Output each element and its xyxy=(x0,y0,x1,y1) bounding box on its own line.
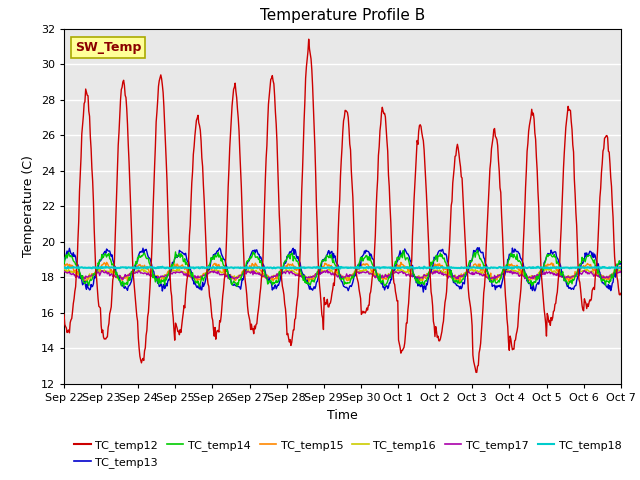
Line: TC_temp16: TC_temp16 xyxy=(64,269,621,280)
TC_temp12 xyxy=(428,289,435,295)
TC_temp13 xyxy=(410,272,418,277)
TC_temp12 xyxy=(473,370,481,375)
TC_temp17 xyxy=(70,272,78,278)
TC_temp18 xyxy=(159,264,166,269)
TC_temp15 xyxy=(428,264,435,270)
TC_temp15 xyxy=(411,274,419,279)
TC_temp13 xyxy=(70,254,78,260)
TC_temp14 xyxy=(196,284,204,289)
TC_temp15 xyxy=(70,269,78,275)
Line: TC_temp14: TC_temp14 xyxy=(64,250,621,287)
TC_temp16 xyxy=(410,273,418,279)
TC_temp17 xyxy=(323,267,331,273)
TC_temp12 xyxy=(70,296,78,301)
TC_temp14 xyxy=(474,247,481,253)
TC_temp17 xyxy=(428,269,436,275)
Line: TC_temp18: TC_temp18 xyxy=(64,266,621,269)
TC_temp13 xyxy=(184,259,192,265)
TC_temp14 xyxy=(70,259,78,264)
TC_temp14 xyxy=(127,269,135,275)
TC_temp12 xyxy=(411,182,419,188)
TC_temp18 xyxy=(412,265,419,271)
TC_temp13 xyxy=(617,259,625,264)
TC_temp16 xyxy=(417,277,425,283)
Line: TC_temp13: TC_temp13 xyxy=(64,248,621,292)
TC_temp14 xyxy=(60,261,68,267)
X-axis label: Time: Time xyxy=(327,408,358,421)
TC_temp14 xyxy=(214,250,222,255)
Y-axis label: Temperature (C): Temperature (C) xyxy=(22,156,35,257)
TC_temp13 xyxy=(60,259,68,265)
TC_temp16 xyxy=(617,267,625,273)
TC_temp13 xyxy=(127,278,135,284)
TC_temp15 xyxy=(397,260,404,265)
TC_temp14 xyxy=(411,275,419,280)
TC_temp14 xyxy=(428,259,435,265)
TC_temp18 xyxy=(185,265,193,271)
TC_temp15 xyxy=(617,264,625,269)
TC_temp14 xyxy=(617,259,625,265)
TC_temp12 xyxy=(305,36,312,42)
TC_temp18 xyxy=(60,265,68,271)
TC_temp15 xyxy=(456,280,463,286)
TC_temp16 xyxy=(428,271,435,276)
TC_temp12 xyxy=(214,328,221,334)
Line: TC_temp12: TC_temp12 xyxy=(64,39,621,372)
TC_temp17 xyxy=(617,268,625,274)
TC_temp17 xyxy=(214,268,222,274)
Line: TC_temp17: TC_temp17 xyxy=(64,270,621,280)
Text: SW_Temp: SW_Temp xyxy=(75,41,141,54)
TC_temp16 xyxy=(214,268,221,274)
TC_temp14 xyxy=(184,263,192,269)
TC_temp13 xyxy=(428,269,435,275)
TC_temp16 xyxy=(70,269,78,275)
TC_temp16 xyxy=(542,266,550,272)
TC_temp15 xyxy=(214,264,221,270)
TC_temp15 xyxy=(127,270,135,276)
Title: Temperature Profile B: Temperature Profile B xyxy=(260,9,425,24)
TC_temp18 xyxy=(70,264,78,270)
TC_temp15 xyxy=(184,270,192,276)
TC_temp18 xyxy=(260,266,268,272)
TC_temp16 xyxy=(127,272,135,278)
TC_temp16 xyxy=(184,271,192,277)
Legend: TC_temp12, TC_temp13, TC_temp14, TC_temp15, TC_temp16, TC_temp17, TC_temp18: TC_temp12, TC_temp13, TC_temp14, TC_temp… xyxy=(70,436,626,472)
TC_temp18 xyxy=(127,264,135,270)
Line: TC_temp15: TC_temp15 xyxy=(64,263,621,283)
TC_temp17 xyxy=(119,277,127,283)
TC_temp17 xyxy=(128,270,136,276)
TC_temp17 xyxy=(60,269,68,275)
TC_temp16 xyxy=(60,266,68,272)
TC_temp17 xyxy=(185,272,193,277)
TC_temp13 xyxy=(474,245,481,251)
TC_temp13 xyxy=(214,248,221,254)
TC_temp12 xyxy=(184,273,192,278)
TC_temp12 xyxy=(617,290,625,296)
TC_temp15 xyxy=(60,262,68,267)
TC_temp17 xyxy=(412,275,419,281)
TC_temp12 xyxy=(60,312,68,317)
TC_temp18 xyxy=(617,265,625,271)
TC_temp13 xyxy=(419,289,427,295)
TC_temp18 xyxy=(428,265,436,271)
TC_temp12 xyxy=(127,222,135,228)
TC_temp18 xyxy=(214,264,222,270)
